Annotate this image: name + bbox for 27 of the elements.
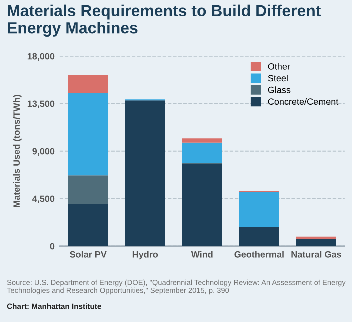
bar [68, 204, 108, 246]
y-tick-label: 9,000 [32, 148, 55, 156]
bar [68, 93, 108, 176]
bar [182, 138, 222, 143]
bar [239, 227, 280, 246]
x-tick-label: Natural Gas [292, 251, 342, 258]
legend-label: Glass [268, 86, 291, 94]
y-tick-label: 18,000 [28, 53, 55, 62]
y-tick-label: 13,500 [28, 100, 55, 109]
bar [239, 192, 280, 228]
x-tick-label: Geothermal [234, 251, 284, 258]
bar [182, 164, 222, 246]
bar [68, 75, 108, 94]
legend-label: Other [268, 63, 290, 70]
chart-title: Materials Requirements to Build Different Energy Machines [8, 4, 322, 37]
x-tick-label: Hydro [132, 251, 158, 260]
bar [296, 238, 336, 246]
y-tick-label: 0 [50, 243, 55, 250]
y-axis-title: Materials Used (tons/TWh) [13, 95, 22, 208]
y-tick-label: 4,500 [32, 196, 55, 204]
bar [182, 142, 222, 163]
bar [68, 176, 108, 204]
legend-label: Steel [268, 74, 288, 82]
legend-label: Concrete/Cement [268, 98, 339, 106]
x-tick-label: Wind [191, 251, 213, 258]
bar [125, 100, 166, 246]
x-tick-label: Solar PV [70, 251, 107, 258]
